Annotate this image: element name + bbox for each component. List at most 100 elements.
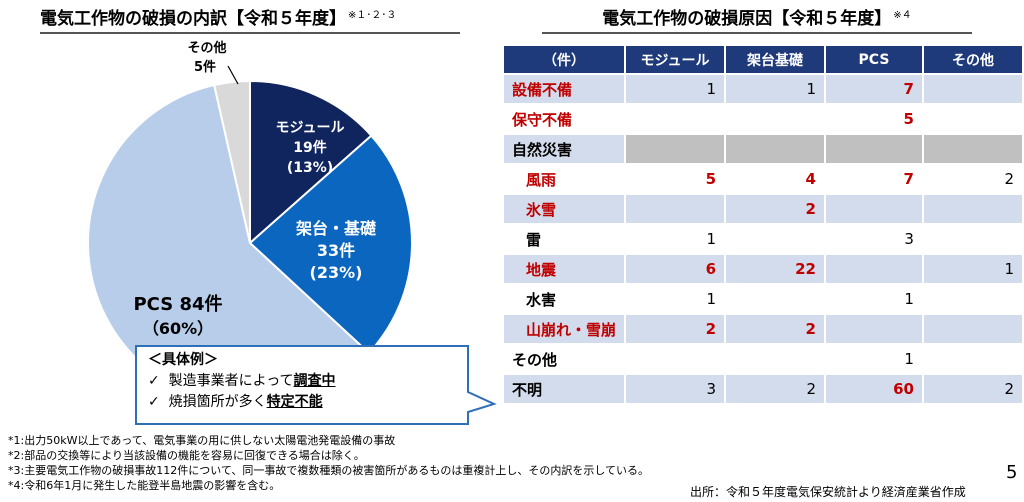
table-cell: 2	[724, 193, 826, 225]
callout-line-2-text: 焼損箇所が多く	[168, 394, 267, 410]
table-row: 不明 3 2 60 2	[501, 373, 1024, 405]
header-frame: 架台基礎	[724, 44, 826, 75]
table-cell: 2	[624, 313, 726, 345]
table-cell	[921, 313, 1024, 345]
table-cell: 2	[921, 373, 1024, 405]
table-cell	[724, 283, 826, 315]
right-title-text: 電気工作物の破損原因【令和５年度】	[602, 9, 892, 29]
table-cell	[921, 193, 1024, 225]
footnote-2: *2:部品の交換等により当該設備の機能を容易に回復できる場合は除く。	[8, 449, 365, 462]
footnote-3: *3:主要電気工作物の破損事故112件について、同一事故で複数種類の被害箇所があ…	[8, 464, 649, 477]
table-cell	[624, 343, 726, 375]
table-cell: 3	[823, 223, 924, 255]
callout-line-1: ✓ 製造事業者によって調査中	[148, 371, 336, 392]
row-label: 水害	[501, 283, 627, 315]
callout-content: ＜具体例＞ ✓ 製造事業者によって調査中 ✓ 焼損箇所が多く特定不能	[148, 350, 336, 413]
pie-slice-module	[249, 79, 373, 246]
cause-table: （件） モジュール 架台基礎 PCS その他 設備不備 1 1 7 保守不備 5 自然災害風…	[501, 44, 1024, 405]
table-cell: 4	[724, 163, 826, 195]
table-cell	[921, 283, 1024, 315]
table-row: その他 1	[501, 343, 1024, 375]
row-label: 自然災害	[501, 133, 627, 165]
label-pcs-name: PCS 84件	[133, 293, 222, 315]
table-header-row: （件） モジュール 架台基礎 PCS その他	[501, 44, 1024, 75]
table-cell: 2	[921, 163, 1024, 195]
table-cell	[624, 103, 726, 135]
footnote-4: *4:令和6年1月に発生した能登半島地震の影響を含む。	[8, 479, 281, 492]
footnote-1: *1:出力50kW以上であって、電気事業の用に供しない太陽電池発電設備の事故	[8, 434, 396, 447]
table-cell	[823, 313, 924, 345]
check-icon: ✓	[148, 373, 160, 389]
table-cell: 1	[823, 283, 924, 315]
pie-chart: モジュール 19件 (13%) 架台・基礎 33件 (23%) PCS 84件 …	[87, 40, 413, 406]
callout-line-2: ✓ 焼損箇所が多く特定不能	[148, 392, 336, 413]
table-cell	[823, 193, 924, 225]
header-pcs: PCS	[823, 44, 924, 75]
callout-line-2-emphasis: 特定不能	[266, 394, 323, 410]
callout-title: ＜具体例＞	[148, 352, 218, 368]
table-row: 自然災害	[501, 133, 1024, 165]
row-label: 山崩れ・雪崩	[501, 313, 627, 345]
check-icon: ✓	[148, 394, 160, 410]
table-cell: 7	[823, 163, 924, 195]
table-cell	[921, 223, 1024, 255]
label-other-count: 5件	[194, 59, 216, 75]
source-note: 出所：令和５年度電気保安統計より経済産業省作成	[690, 485, 966, 499]
right-title-note: ※４	[893, 10, 912, 21]
table-cell: 7	[823, 73, 924, 105]
table-cell	[724, 133, 826, 165]
table-cell	[921, 103, 1024, 135]
header-unit: （件）	[501, 44, 627, 75]
table-cell	[624, 133, 726, 165]
table-cell	[724, 343, 826, 375]
table-cell: 22	[724, 253, 826, 285]
callout-line-1-text: 製造事業者によって	[168, 373, 294, 389]
table-cell	[921, 133, 1024, 165]
left-title-text: 電気工作物の破損の内訳【令和５年度】	[40, 9, 346, 29]
table-cell: 2	[724, 373, 826, 405]
table-cell: 60	[823, 373, 924, 405]
row-label: 地震	[501, 253, 627, 285]
table-cell	[823, 253, 924, 285]
label-module-pct: (13%)	[287, 160, 333, 176]
table-cell	[921, 343, 1024, 375]
row-label: 雷	[501, 223, 627, 255]
label-frame-count: 33件	[317, 241, 355, 260]
table-cell	[823, 133, 924, 165]
table-cell	[624, 193, 726, 225]
page-number: 5	[1006, 462, 1018, 483]
footnotes: *1:出力50kW以上であって、電気事業の用に供しない太陽電池発電設備の事故 *…	[8, 433, 649, 493]
table-cell: 1	[724, 73, 826, 105]
table-cell: 6	[624, 253, 726, 285]
table-row: 保守不備 5	[501, 103, 1024, 135]
row-label: 保守不備	[501, 103, 627, 135]
right-title: 電気工作物の破損原因【令和５年度】 ※４	[542, 4, 972, 34]
label-pcs-pct: （60%）	[143, 319, 213, 338]
header-other: その他	[921, 44, 1024, 75]
row-label: 不明	[501, 373, 627, 405]
row-label: その他	[501, 343, 627, 375]
callout-line-1-emphasis: 調査中	[293, 373, 336, 389]
table-cell: 2	[724, 313, 826, 345]
table-cell: 1	[624, 223, 726, 255]
table-row: 風雨 5 4 7 2	[501, 163, 1024, 195]
pie-slice-frame	[248, 134, 413, 355]
table-cell: 1	[624, 283, 726, 315]
label-frame-name: 架台・基礎	[295, 219, 377, 238]
table-cell: 3	[624, 373, 726, 405]
table-cell: 5	[823, 103, 924, 135]
label-other-name: その他	[187, 40, 226, 56]
label-frame-pct: (23%)	[310, 263, 363, 282]
table-cell	[724, 223, 826, 255]
table-cell: 1	[921, 253, 1024, 285]
table-row: 水害 1 1	[501, 283, 1024, 315]
table-row: 地震 6 22 1	[501, 253, 1024, 285]
row-label: 氷雪	[501, 193, 627, 225]
header-module: モジュール	[624, 44, 726, 75]
label-module-count: 19件	[293, 139, 326, 156]
table-row: 山崩れ・雪崩 2 2	[501, 313, 1024, 345]
table-row: 設備不備 1 1 7	[501, 73, 1024, 105]
table-cell: 1	[823, 343, 924, 375]
table-cell: 5	[624, 163, 726, 195]
